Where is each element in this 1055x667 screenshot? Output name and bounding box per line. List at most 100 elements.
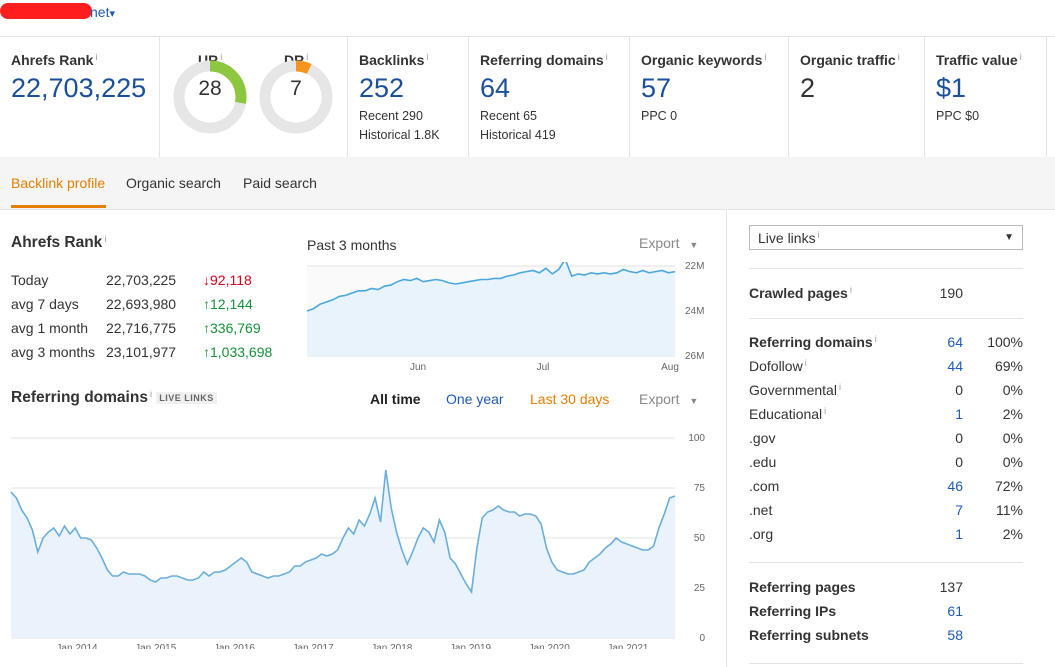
export-label[interactable]: Export [639,391,680,407]
y-tick-label: 50 [694,533,706,544]
arrow-up-icon: ↑ [203,344,210,360]
change-value: 92,118 [210,272,252,288]
metric-backlinks: Backlinks i 252 Recent 290 Historical 1.8… [348,37,469,158]
ur-gauge [173,60,247,134]
metric-value: 22,703,225 [11,73,147,103]
y-tick-label: 100 [688,433,705,444]
y-tick-label: 25 [694,583,706,594]
breakdown-label-text: .org [749,526,774,542]
divider [749,663,1023,664]
range-all-time[interactable]: All time [370,391,421,407]
caret-down-icon[interactable]: ▼ [689,240,699,250]
breakdown-count[interactable]: 64 [947,334,963,350]
metric-ur-dr: UR i 28 DR i 7 [160,37,348,158]
stat-label: Referring pages [749,579,856,595]
breakdown-count: 0 [955,382,963,398]
section-title: Ahrefs Rank [11,234,103,251]
info-icon[interactable]: i [104,234,107,244]
breakdown-count[interactable]: 1 [955,526,963,542]
metric-recent: Recent 290 [359,109,423,123]
range-one-year[interactable]: One year [446,391,504,407]
info-icon[interactable]: i [95,52,98,62]
caret-down-icon[interactable]: ▼ [1004,232,1014,243]
rank-row-value: 22,716,775 [106,320,177,336]
stat-value[interactable]: 61 [947,603,963,619]
breakdown-label-text: Referring domains [749,334,873,350]
tab-backlink-profile[interactable]: Backlink profile [11,175,106,191]
info-icon[interactable]: i [426,52,429,62]
metric-ahrefs-rank: Ahrefs Rank i 22,703,225 [0,37,160,158]
info-icon[interactable]: i [849,285,852,295]
rank-row-change: ↓92,118 [203,268,272,292]
metric-value[interactable]: 252 [359,73,405,103]
info-icon[interactable]: i [1019,52,1022,62]
metric-label: Organic traffic [800,52,896,68]
breakdown-percent: 2% [1002,406,1023,422]
metric-value[interactable]: 64 [480,73,511,103]
rank-chart: 22M 24M 26M Jun Jul Aug [306,262,704,373]
domain-text[interactable]: net [90,4,110,20]
series-line [306,262,676,312]
tab-paid-search[interactable]: Paid search [243,175,317,191]
stat-label: Referring IPs [749,603,837,619]
live-links-select[interactable]: Live links i ▼ [749,225,1023,250]
metric-organic-traffic: Organic traffic i 2 [789,37,925,158]
breakdown-label: .edu [749,454,776,470]
divider [749,318,1023,319]
breakdown-label: .gov [749,430,775,446]
breakdown-count[interactable]: 7 [955,502,963,518]
export-label[interactable]: Export [639,235,680,251]
x-tick-label: Jan 2018 [371,643,413,649]
y-tick-label: 75 [694,483,706,494]
metric-value[interactable]: 57 [641,73,672,103]
chevron-down-icon[interactable]: ▾ [109,8,115,20]
rank-row-change: ↑336,769 [203,316,272,340]
breakdown-count[interactable]: 46 [947,478,963,494]
live-links-badge: LIVE LINKS [156,391,217,404]
rank-row-value: 23,101,977 [106,344,177,360]
rank-row-label: avg 1 month [11,320,89,336]
metric-label: Traffic value [936,52,1018,68]
info-icon[interactable]: i [897,52,900,62]
breakdown-percent: 11% [996,502,1023,518]
info-icon[interactable]: i [306,52,309,62]
info-icon[interactable]: i [149,389,152,399]
x-tick-label: Jan 2017 [293,643,335,649]
y-tick-label: 22M [685,262,704,272]
arrow-down-icon: ↓ [203,272,210,288]
rank-row-change: ↑12,144 [203,292,272,316]
refdomains-title: Referring domains i LIVE LINKS [11,389,217,407]
breakdown-label-text: Educational [749,406,823,422]
info-icon[interactable]: i [824,406,827,416]
metric-historical: Historical 419 [480,128,556,142]
info-icon[interactable]: i [764,52,767,62]
domain-selector[interactable]: net▾ [90,4,115,20]
rank-row: avg 3 months 23,101,977 ↑1,033,698 [11,340,272,364]
rank-export-button[interactable]: Export ▼ [639,235,698,251]
tab-organic-search[interactable]: Organic search [126,175,221,191]
crawled-pages-label: Crawled pages [749,285,848,301]
divider [749,268,1023,269]
change-value: 12,144 [210,296,253,312]
info-icon[interactable]: i [220,52,223,62]
info-icon[interactable]: i [874,334,877,344]
metric-value[interactable]: $1 [936,73,967,103]
refdomains-export-button[interactable]: Export ▼ [639,391,698,407]
breakdown-label-text: Dofollow [749,358,803,374]
info-icon[interactable]: i [817,230,820,240]
rank-row-value: 22,693,980 [106,296,177,312]
breakdown-count[interactable]: 1 [955,406,963,422]
breakdown-label: .net [749,502,772,518]
stat-value[interactable]: 58 [947,627,963,643]
range-last-30-days[interactable]: Last 30 days [530,391,610,407]
breakdown-count[interactable]: 44 [947,358,963,374]
info-icon[interactable]: i [605,52,608,62]
rank-row-label: avg 3 months [11,344,96,360]
rank-period-label: Past 3 months [307,237,397,253]
info-icon[interactable]: i [804,358,807,368]
select-value[interactable]: Live links [758,230,816,246]
info-icon[interactable]: i [838,382,841,392]
y-tick-label: 0 [699,633,705,644]
breakdown-label-text: .com [749,478,780,494]
caret-down-icon[interactable]: ▼ [689,396,699,406]
